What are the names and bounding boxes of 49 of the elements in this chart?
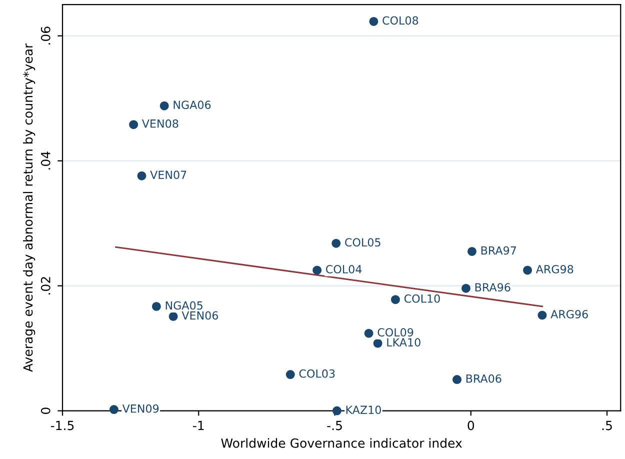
point <box>332 238 341 248</box>
point <box>152 302 161 311</box>
y-axis-title: Average event day abnormal return by country*year <box>23 43 36 372</box>
point <box>137 171 146 180</box>
annotation: VEN09 <box>122 404 159 413</box>
annotation: ARG96 <box>550 310 588 318</box>
point <box>538 310 547 320</box>
point <box>286 370 295 380</box>
point <box>523 266 532 275</box>
annotation: ARG98 <box>536 265 574 274</box>
annotation: VEN08 <box>142 119 178 128</box>
point <box>364 328 374 338</box>
point <box>109 405 118 414</box>
annotation: COL10 <box>404 294 440 303</box>
y-tick-label: 0 <box>40 408 50 414</box>
point <box>467 246 476 256</box>
x-tick-label: 0 <box>468 420 474 430</box>
point <box>452 375 462 384</box>
annotation: BRA96 <box>475 283 510 292</box>
annotation: COL08 <box>382 16 418 25</box>
annotation: VEN07 <box>150 170 186 180</box>
y-tick-label: .02 <box>40 277 50 294</box>
point <box>373 338 382 348</box>
point <box>312 266 322 275</box>
point <box>390 295 400 304</box>
point <box>160 101 169 110</box>
x-tick-label: -.5 <box>327 420 342 430</box>
annotation: BRA97 <box>481 246 516 255</box>
point <box>332 406 342 416</box>
y-tick-label: .04 <box>40 152 50 170</box>
annotation: KAZ10 <box>346 406 381 414</box>
annotation: COL04 <box>326 265 362 274</box>
point <box>129 120 138 130</box>
annotation: LKA10 <box>387 338 420 347</box>
x-tick-label: .5 <box>602 420 612 430</box>
annotation: NGA06 <box>174 100 211 110</box>
point <box>168 312 178 321</box>
annotation: NGA05 <box>166 301 202 310</box>
annotation: COL03 <box>299 369 335 378</box>
x-tick-label: -1 <box>193 420 204 430</box>
y-tick-label: .06 <box>40 26 50 44</box>
point <box>461 284 470 293</box>
point <box>369 16 378 26</box>
x-axis-title: Worldwide Governance indicator index <box>221 438 462 448</box>
annotation: BRA06 <box>466 374 502 383</box>
annotation: COL09 <box>378 328 414 337</box>
annotation: VEN06 <box>182 311 218 320</box>
x-tick-label: -1.5 <box>50 420 74 430</box>
annotation: COL05 <box>345 238 380 247</box>
